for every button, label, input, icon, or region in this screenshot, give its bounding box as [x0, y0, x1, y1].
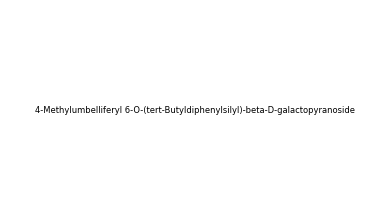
Text: 4-Methylumbelliferyl 6-O-(tert-Butyldiphenylsilyl)-beta-D-galactopyranoside: 4-Methylumbelliferyl 6-O-(tert-Butyldiph…: [35, 106, 355, 115]
